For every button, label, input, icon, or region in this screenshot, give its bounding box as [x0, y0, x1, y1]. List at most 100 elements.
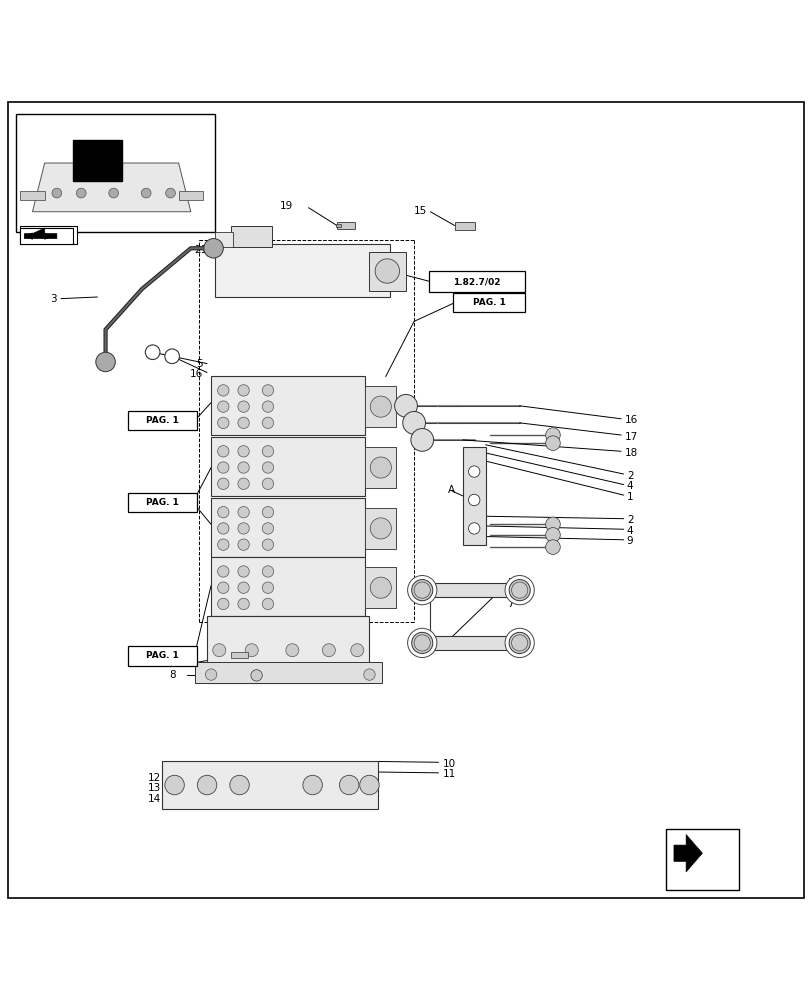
Circle shape: [545, 428, 560, 442]
Circle shape: [370, 518, 391, 539]
Bar: [454, 222, 474, 230]
Bar: [162, 761, 377, 809]
Bar: [211, 498, 365, 557]
Text: PAG. 1: PAG. 1: [146, 651, 178, 660]
Bar: [211, 376, 365, 435]
Circle shape: [76, 188, 86, 198]
Circle shape: [262, 598, 273, 610]
Circle shape: [212, 644, 225, 657]
Circle shape: [238, 566, 249, 577]
Text: 17: 17: [624, 432, 637, 442]
Bar: [665, 829, 738, 890]
Circle shape: [370, 396, 391, 417]
Circle shape: [262, 462, 273, 473]
Text: 8: 8: [169, 670, 175, 680]
FancyBboxPatch shape: [128, 493, 196, 512]
Bar: [369, 252, 406, 291]
Text: 19: 19: [280, 201, 293, 211]
Circle shape: [238, 539, 249, 550]
Text: 13: 13: [148, 783, 161, 793]
Circle shape: [339, 775, 358, 795]
Circle shape: [375, 259, 399, 283]
Bar: [365, 567, 396, 608]
Bar: [211, 557, 365, 616]
Circle shape: [245, 644, 258, 657]
Circle shape: [217, 462, 229, 473]
Bar: [20, 228, 73, 244]
Circle shape: [204, 239, 223, 258]
Polygon shape: [32, 163, 191, 212]
Circle shape: [52, 188, 62, 198]
Circle shape: [262, 401, 273, 412]
Circle shape: [238, 401, 249, 412]
Circle shape: [262, 523, 273, 534]
Circle shape: [238, 417, 249, 429]
Text: 7: 7: [507, 578, 513, 588]
Circle shape: [508, 580, 530, 601]
Circle shape: [217, 506, 229, 518]
Circle shape: [545, 540, 560, 554]
Circle shape: [359, 775, 379, 795]
Circle shape: [217, 598, 229, 610]
Text: 18: 18: [624, 448, 637, 458]
Text: 15: 15: [414, 206, 427, 216]
Circle shape: [217, 401, 229, 412]
Polygon shape: [673, 835, 702, 872]
FancyBboxPatch shape: [128, 411, 196, 430]
FancyBboxPatch shape: [453, 293, 525, 312]
Circle shape: [217, 523, 229, 534]
Circle shape: [262, 385, 273, 396]
Circle shape: [370, 457, 391, 478]
Text: 6: 6: [169, 659, 175, 669]
Circle shape: [508, 632, 530, 653]
Text: 4: 4: [626, 481, 633, 491]
Text: 2: 2: [626, 515, 633, 525]
Circle shape: [262, 417, 273, 429]
Text: PAG. 1: PAG. 1: [472, 298, 505, 307]
Bar: [336, 224, 341, 227]
Bar: [195, 662, 381, 683]
Circle shape: [251, 670, 262, 681]
Bar: [365, 508, 396, 549]
Circle shape: [217, 539, 229, 550]
Bar: [365, 447, 396, 488]
Bar: [20, 226, 77, 244]
Text: 16: 16: [624, 415, 637, 425]
Circle shape: [238, 385, 249, 396]
Bar: [215, 244, 389, 297]
Circle shape: [411, 580, 432, 601]
Bar: [231, 652, 247, 658]
Circle shape: [96, 352, 115, 372]
Circle shape: [217, 446, 229, 457]
Circle shape: [411, 632, 432, 653]
Text: 14: 14: [148, 794, 161, 804]
Circle shape: [414, 582, 430, 598]
Bar: [231, 226, 272, 247]
Circle shape: [402, 411, 425, 434]
Bar: [211, 437, 365, 496]
Bar: [337, 222, 354, 229]
Circle shape: [141, 188, 151, 198]
Circle shape: [238, 523, 249, 534]
Circle shape: [217, 566, 229, 577]
Circle shape: [511, 582, 527, 598]
Circle shape: [197, 775, 217, 795]
Circle shape: [504, 628, 534, 658]
Text: 1.82.7/02: 1.82.7/02: [453, 277, 500, 286]
Circle shape: [468, 494, 479, 506]
Circle shape: [545, 517, 560, 532]
Circle shape: [262, 446, 273, 457]
Bar: [422, 636, 519, 650]
Circle shape: [350, 644, 363, 657]
FancyBboxPatch shape: [128, 646, 196, 666]
Circle shape: [511, 635, 527, 651]
Bar: [215, 232, 233, 247]
Text: 12: 12: [148, 773, 161, 783]
Text: A: A: [448, 485, 455, 495]
Circle shape: [468, 466, 479, 477]
Circle shape: [303, 775, 322, 795]
Polygon shape: [178, 191, 203, 200]
Text: 11: 11: [507, 588, 520, 598]
Circle shape: [238, 446, 249, 457]
Polygon shape: [20, 191, 45, 200]
